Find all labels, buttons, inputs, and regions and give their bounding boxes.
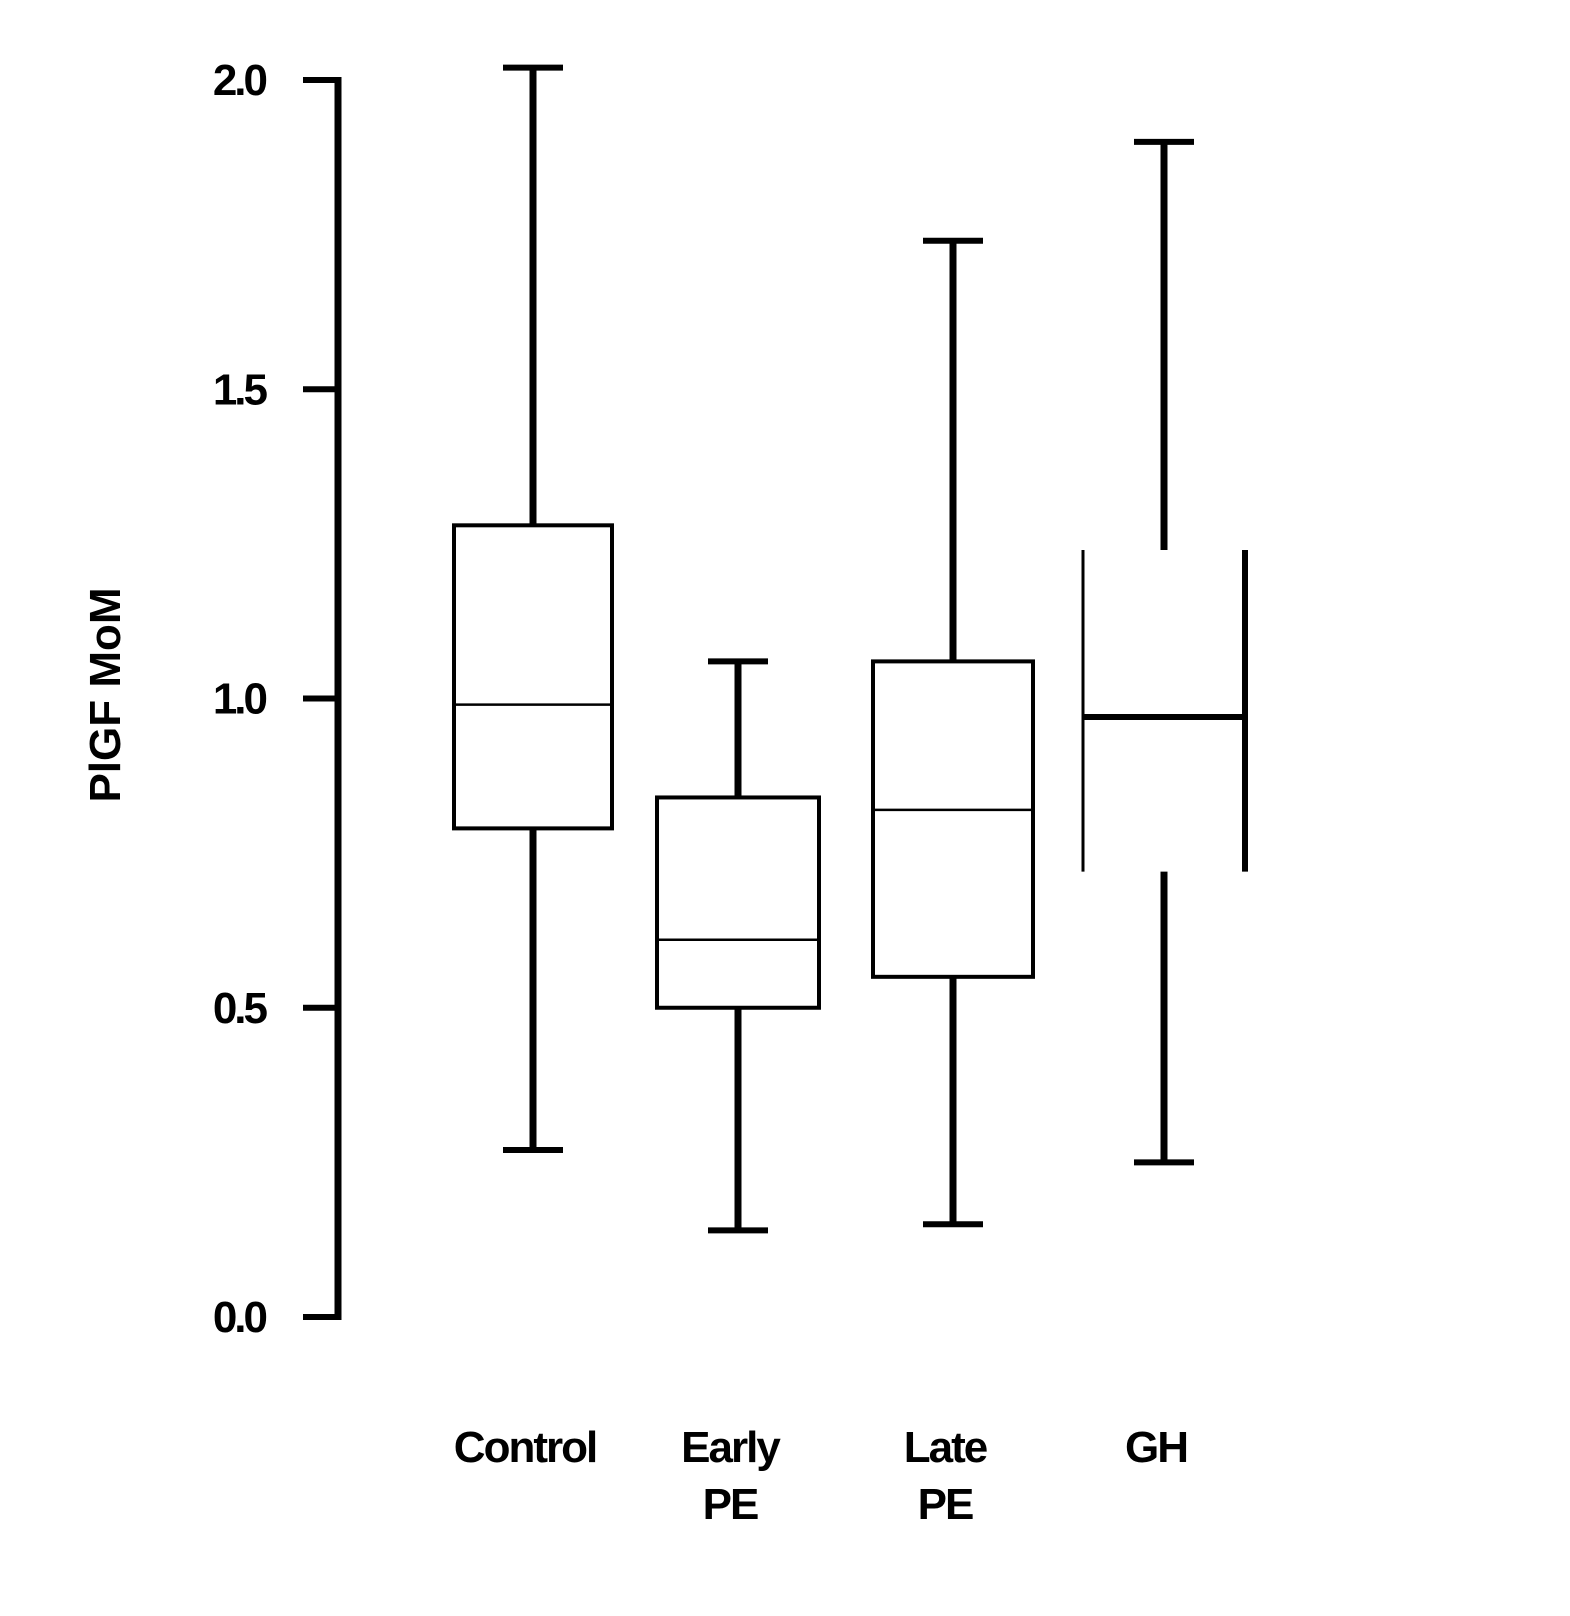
y-tick-label: 2.0 [213,56,267,105]
box-gh: GH [1083,142,1245,1472]
x-tick-label: Late [904,1423,987,1472]
y-axis-label: PlGF MoM [81,587,130,802]
y-tick-label: 0.5 [213,984,268,1033]
box-iqr [454,525,612,828]
box-control: Control [454,68,612,1472]
box-early-pe: Early PE [657,661,819,1529]
box-late-pe: Late PE [873,241,1033,1529]
x-tick-label: PE [703,1480,758,1529]
box-iqr [657,797,819,1007]
y-tick-label: 0.0 [213,1293,267,1342]
y-tick-label: 1.0 [213,675,267,724]
box-plot: 0.00.51.01.52.0 PlGF MoM ControlEarlyPEL… [0,0,1570,1616]
y-tick-label: 1.5 [213,365,268,414]
x-tick-label: PE [918,1480,973,1529]
boxes: Control Early PE Late PE GH [454,68,1245,1529]
x-tick-label: GH [1125,1423,1187,1472]
y-axis: 0.0 0.5 1.0 1.5 2.0 [213,56,338,1342]
x-tick-label: Early [681,1423,781,1472]
x-tick-label: Control [454,1423,596,1472]
box-iqr [873,661,1033,976]
